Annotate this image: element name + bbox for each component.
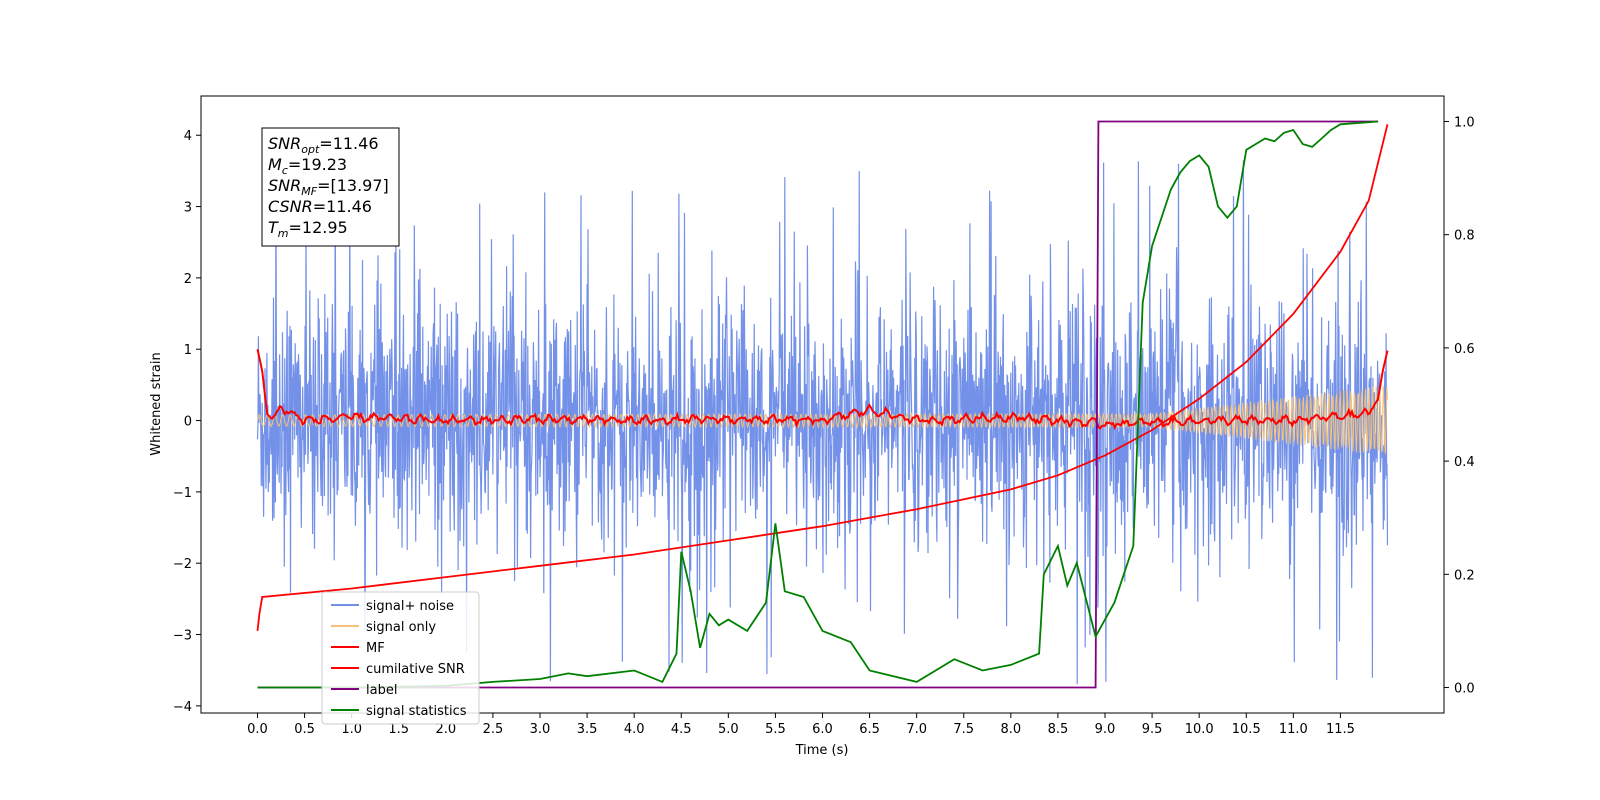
x-tick-label: 10.5 — [1232, 722, 1261, 737]
x-axis-label: Time (s) — [795, 743, 849, 758]
series-signal-plus-noise — [256, 160, 1389, 685]
annotation-line: CSNR=11.46 — [268, 197, 372, 216]
x-tick-label: 3.5 — [577, 722, 598, 737]
legend-label: signal only — [366, 620, 436, 635]
series-signal-only — [257, 386, 1388, 454]
x-tick-label: 11.5 — [1326, 722, 1355, 737]
y-tick-label: −4 — [173, 700, 192, 715]
y2-tick-label: 1.0 — [1454, 115, 1475, 130]
series-signal-statistics — [257, 120, 1379, 689]
y2-tick-label: 0.0 — [1454, 682, 1475, 697]
y2-tick-label: 0.8 — [1454, 229, 1475, 244]
y2-tick-label: 0.2 — [1454, 568, 1475, 583]
annotation-line: SNRopt=11.46 — [268, 134, 379, 156]
x-tick-label: 6.5 — [859, 722, 880, 737]
series-label — [257, 120, 1379, 689]
annotation-line: Tm=12.95 — [268, 218, 348, 240]
y-tick-label: 0 — [184, 415, 192, 430]
y-axis-label: Whitened strain — [149, 352, 164, 455]
y-tick-label: −2 — [173, 557, 192, 572]
y-axis-left: −4 −3 −2 −1 0 1 2 3 4 — [173, 129, 201, 715]
y-tick-label: 3 — [184, 201, 192, 216]
x-axis: 0.0 0.5 1.0 1.5 2.0 2.5 3.0 3.5 4.0 4.5 5.0 5.5 6.0 6… — [247, 713, 1355, 737]
y-tick-label: 1 — [184, 343, 192, 358]
legend-label: label — [366, 683, 397, 698]
x-tick-label: 4.5 — [671, 722, 692, 737]
x-tick-label: 5.5 — [765, 722, 786, 737]
x-tick-label: 2.5 — [483, 722, 504, 737]
x-tick-label: 10.0 — [1185, 722, 1214, 737]
x-tick-label: 6.0 — [812, 722, 833, 737]
annotation-frame — [261, 127, 400, 247]
annotation-line: Mc=19.23 — [268, 155, 347, 177]
y-tick-label: 4 — [184, 129, 192, 144]
annotation-box: SNRopt=11.46Mc=19.23SNRMF=[13.97]CSNR=11… — [261, 127, 400, 247]
y-axis-right: 0.0 0.2 0.4 0.6 0.8 1.0 — [1444, 115, 1475, 697]
x-tick-label: 8.0 — [1000, 722, 1021, 737]
x-tick-label: 5.0 — [718, 722, 739, 737]
annotation-line: SNRMF=[13.97] — [268, 176, 389, 198]
x-tick-label: 2.0 — [435, 722, 456, 737]
y-tick-label: −1 — [173, 486, 192, 501]
legend-label: MF — [366, 641, 385, 656]
y2-tick-label: 0.4 — [1454, 455, 1475, 470]
series-cumilative-snr — [256, 124, 1389, 631]
x-tick-label: 7.5 — [953, 722, 974, 737]
legend: signal+ noise signal only MF cumilative SNR… — [321, 591, 480, 725]
y-tick-label: 2 — [184, 272, 192, 287]
x-tick-label: 11.0 — [1279, 722, 1308, 737]
legend-label: cumilative SNR — [366, 662, 465, 677]
x-tick-label: 1.5 — [388, 722, 409, 737]
legend-frame — [321, 591, 480, 725]
y2-tick-label: 0.6 — [1454, 342, 1475, 357]
y-tick-label: −3 — [173, 629, 192, 644]
x-tick-label: 0.5 — [294, 722, 315, 737]
x-tick-label: 9.0 — [1095, 722, 1116, 737]
x-tick-label: 9.5 — [1142, 722, 1163, 737]
x-tick-label: 0.0 — [247, 722, 268, 737]
series-mf — [256, 348, 1389, 431]
traces — [256, 120, 1389, 689]
x-tick-label: 8.5 — [1048, 722, 1069, 737]
x-tick-label: 3.0 — [530, 722, 551, 737]
x-tick-label: 1.0 — [341, 722, 362, 737]
x-tick-label: 7.0 — [906, 722, 927, 737]
legend-label: signal+ noise — [366, 599, 454, 614]
x-tick-label: 4.0 — [624, 722, 645, 737]
legend-label: signal statistics — [366, 704, 467, 719]
